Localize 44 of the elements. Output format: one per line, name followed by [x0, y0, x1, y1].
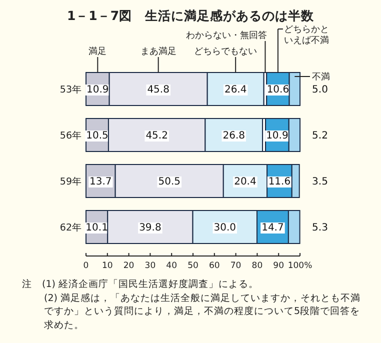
x-tick-label: 100%	[288, 261, 312, 271]
data-label: 50.5	[158, 176, 180, 188]
y-tick-label: 53年	[60, 84, 82, 96]
data-label: 45.8	[147, 84, 170, 96]
data-label: 39.8	[139, 222, 162, 234]
y-tick-label: 56年	[60, 130, 82, 142]
data-label: 11.6	[268, 176, 291, 188]
data-label: 5.2	[312, 130, 328, 142]
data-label: 26.4	[224, 84, 247, 96]
series-label: 満足	[88, 46, 107, 57]
data-label: 10.5	[86, 130, 108, 142]
data-label: 26.8	[222, 130, 246, 142]
x-tick-label: 0	[83, 261, 89, 271]
data-label: 10.9	[266, 130, 288, 142]
text: 注 (1) 経済企画庁「国民生活選好度調査」による。	[22, 278, 260, 292]
text: (2) 満足感は，「あなたは生活全般に満足していますか，それとも不満ですか」という質問により，満足，不満の程度について5段階で回答を求めた。	[43, 292, 362, 332]
chart-title: 1－1－7図 生活に満足感があるのは半数	[66, 8, 316, 23]
x-tick-label: 20	[123, 261, 134, 271]
x-tick-label: 40	[166, 261, 178, 271]
data-label: 45.2	[146, 130, 168, 142]
x-tick-label: 70	[230, 261, 242, 271]
y-tick-label: 62年	[60, 222, 82, 234]
data-label: 13.7	[90, 176, 112, 188]
x-tick-label: 30	[144, 261, 156, 271]
series-label: どちらでもない	[194, 47, 258, 57]
text: わからない・無回答	[186, 31, 268, 41]
data-label: 30.0	[214, 222, 236, 234]
data-label: 20.4	[234, 176, 256, 188]
data-label: 14.7	[262, 222, 284, 234]
x-tick-label: 10	[102, 261, 113, 271]
series-label: まあ満足	[140, 46, 176, 57]
data-label: 10.9	[86, 84, 109, 96]
data-label: 5.0	[312, 84, 328, 96]
data-label: 10.6	[266, 84, 290, 96]
x-tick-label: 60	[208, 261, 220, 271]
y-tick-label: 59年	[60, 176, 82, 188]
series-label: 不満	[312, 72, 330, 82]
x-tick-label: 50	[188, 261, 198, 271]
data-label: 5.3	[312, 222, 328, 234]
text: どちらかといえば不満	[284, 25, 329, 46]
data-label: 3.5	[312, 176, 328, 188]
x-tick-label: 90	[273, 261, 284, 271]
x-tick-label: 80	[252, 261, 263, 271]
data-label: 10.1	[86, 222, 108, 234]
